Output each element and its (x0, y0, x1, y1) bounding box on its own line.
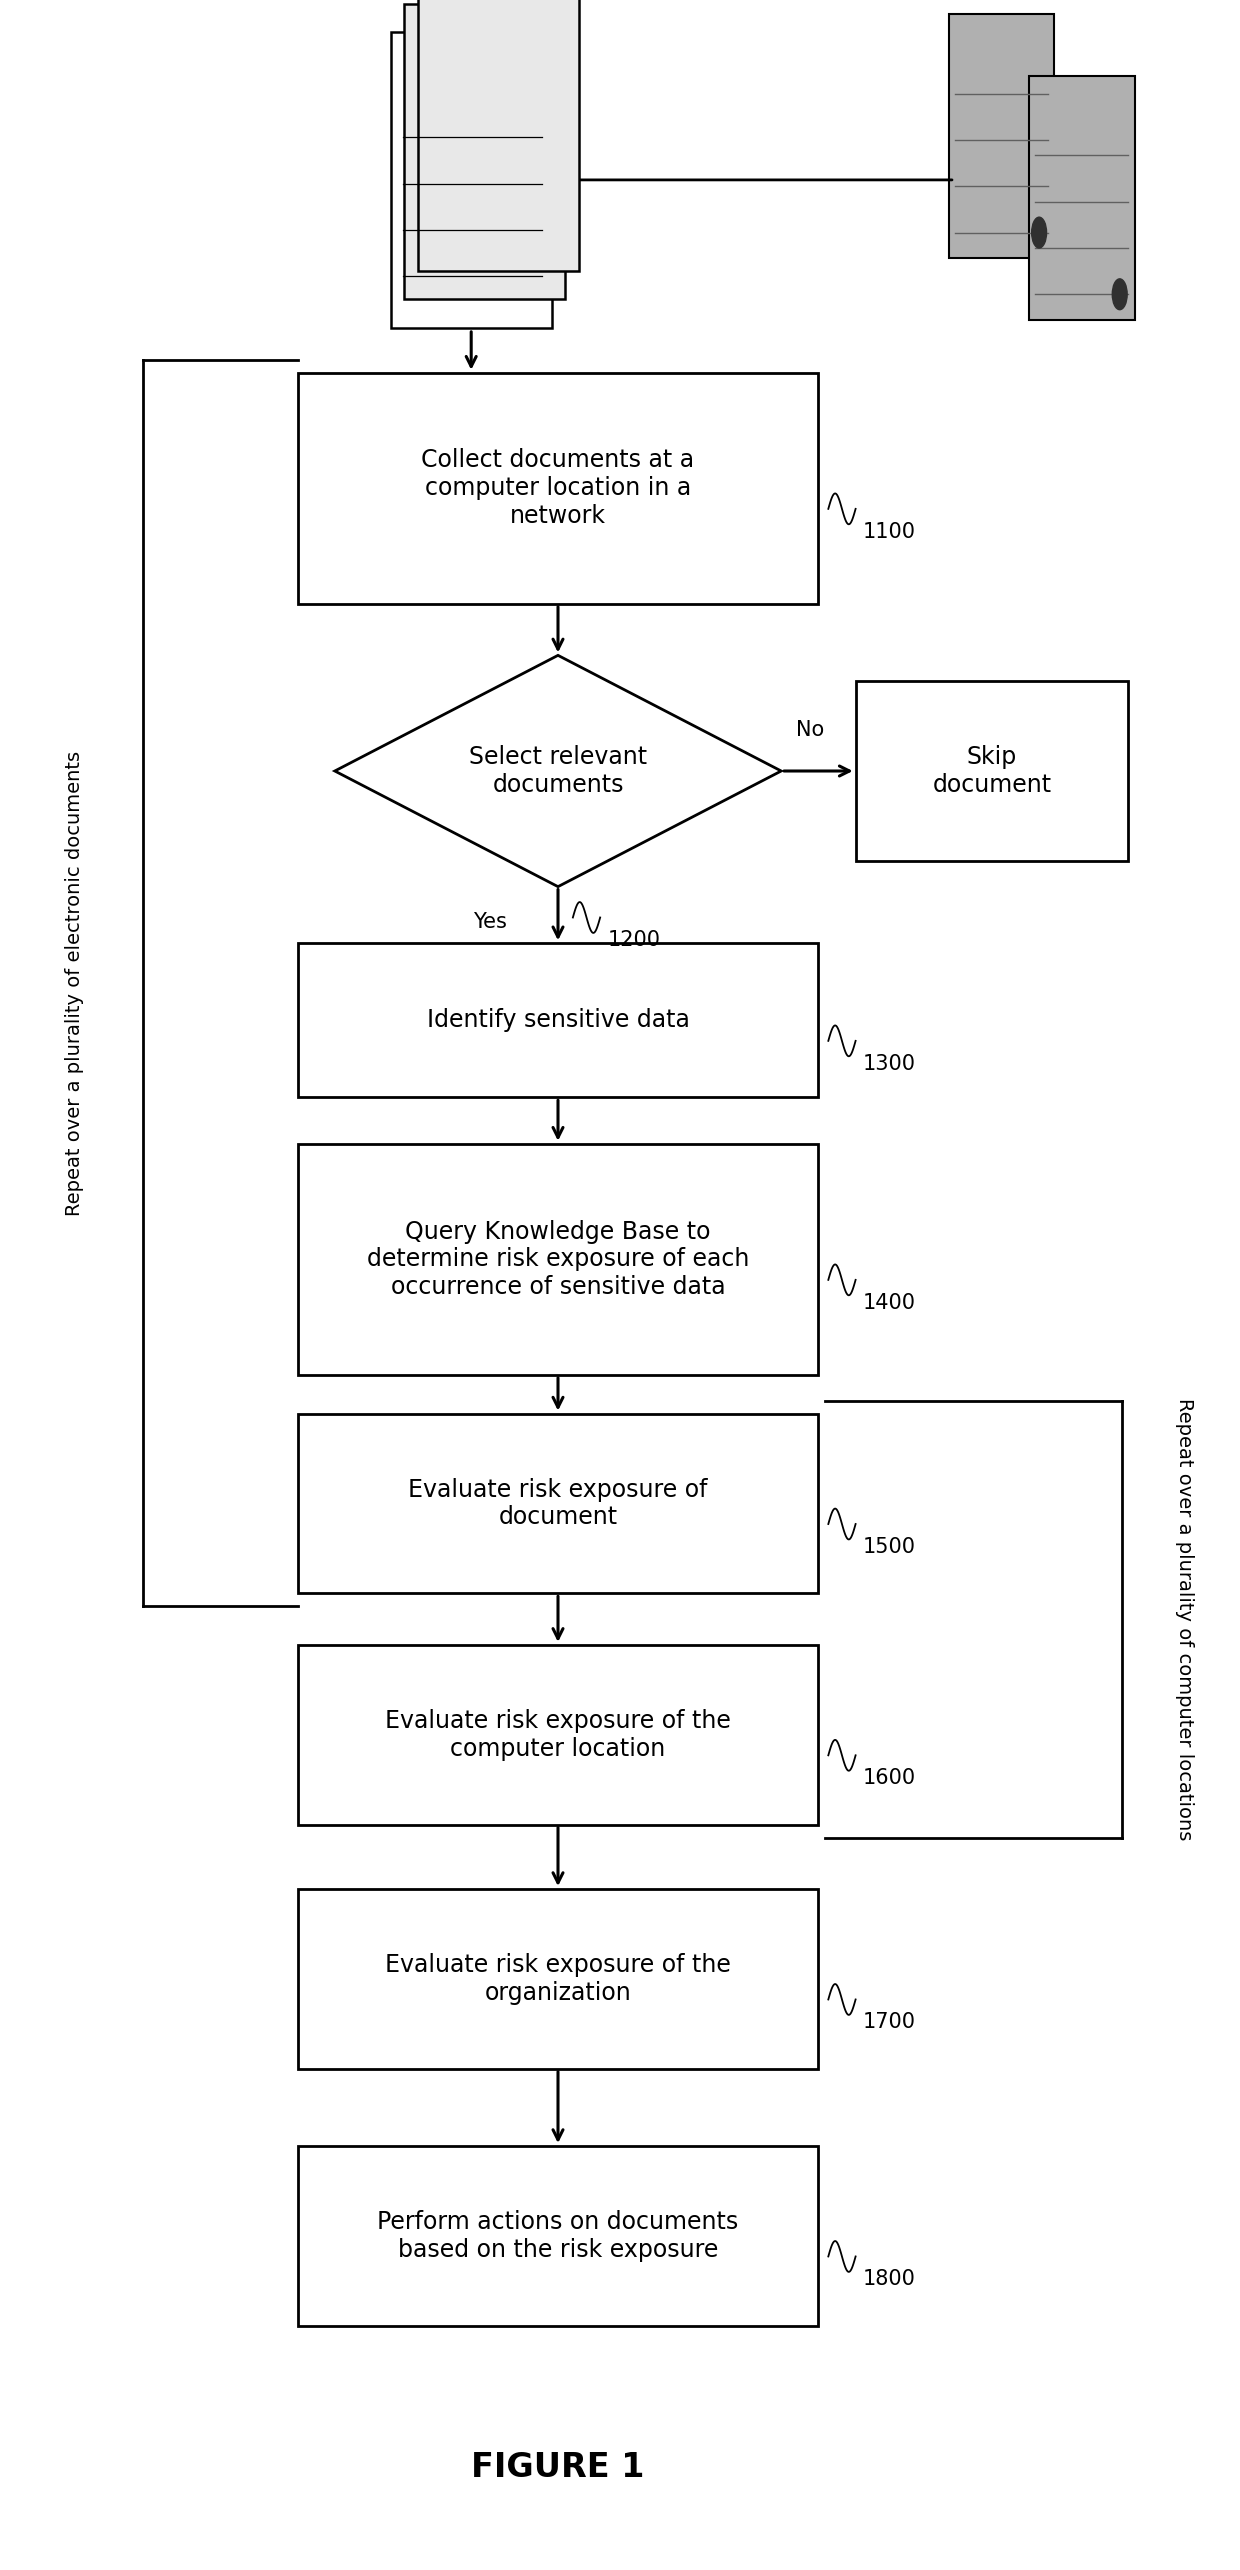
Text: Skip
document: Skip document (932, 745, 1052, 797)
Text: No: No (796, 720, 825, 740)
Circle shape (1032, 216, 1047, 247)
Text: 1600: 1600 (863, 1768, 916, 1789)
Text: 1500: 1500 (863, 1537, 916, 1557)
Text: 1800: 1800 (863, 2269, 916, 2290)
Bar (298, 1144, 818, 1375)
Bar (404, 3, 565, 298)
Polygon shape (335, 655, 781, 887)
Text: Identify sensitive data: Identify sensitive data (427, 1007, 689, 1033)
FancyBboxPatch shape (1029, 75, 1135, 319)
Bar (298, 1889, 818, 2069)
Text: Select relevant
documents: Select relevant documents (469, 745, 647, 797)
Text: Evaluate risk exposure of
document: Evaluate risk exposure of document (408, 1478, 708, 1529)
Text: 1300: 1300 (863, 1054, 916, 1074)
Bar (856, 681, 1128, 861)
Text: Perform actions on documents
based on the risk exposure: Perform actions on documents based on th… (377, 2210, 739, 2262)
Text: Repeat over a plurality of electronic documents: Repeat over a plurality of electronic do… (64, 750, 84, 1216)
Text: 1400: 1400 (863, 1293, 916, 1313)
Bar (298, 943, 818, 1097)
Bar (298, 1414, 818, 1593)
FancyBboxPatch shape (949, 13, 1054, 257)
Bar (298, 2146, 818, 2326)
Bar (298, 373, 818, 604)
Bar (418, 0, 579, 270)
Bar (298, 1645, 818, 1825)
Text: Yes: Yes (472, 912, 507, 933)
Bar (391, 31, 552, 326)
Text: 1100: 1100 (863, 522, 916, 542)
Text: Repeat over a plurality of computer locations: Repeat over a plurality of computer loca… (1174, 1398, 1194, 1840)
Text: Collect documents at a
computer location in a
network: Collect documents at a computer location… (422, 450, 694, 527)
Text: Evaluate risk exposure of the
organization: Evaluate risk exposure of the organizati… (386, 1953, 730, 2005)
Text: 1700: 1700 (863, 2012, 916, 2033)
Text: FIGURE 1: FIGURE 1 (471, 2452, 645, 2483)
Text: 1200: 1200 (608, 930, 661, 951)
Circle shape (1112, 278, 1127, 308)
Text: Evaluate risk exposure of the
computer location: Evaluate risk exposure of the computer l… (386, 1709, 730, 1760)
Text: Query Knowledge Base to
determine risk exposure of each
occurrence of sensitive : Query Knowledge Base to determine risk e… (367, 1221, 749, 1298)
